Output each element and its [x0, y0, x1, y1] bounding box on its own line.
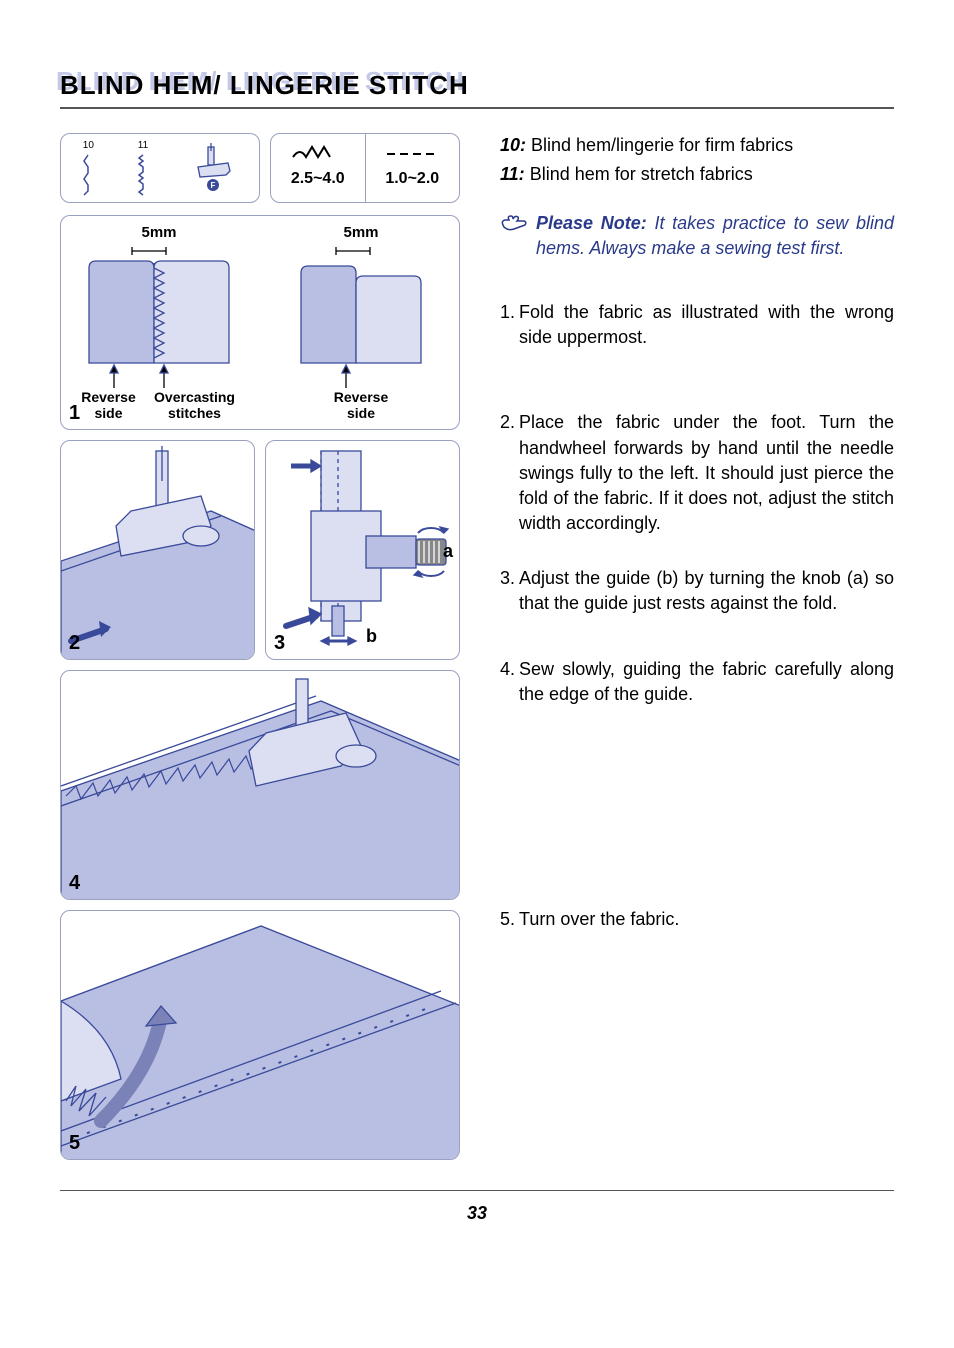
- labels-left: Reverse side Overcasting stitches: [73, 389, 245, 421]
- guide-diagram-3: [266, 441, 460, 660]
- stitch-11-icon: [135, 153, 151, 197]
- content-area: 10 11: [60, 133, 894, 1160]
- labels-right: Reverse side: [275, 389, 447, 421]
- title-text: BLIND HEM/ LINGERIE STITCH: [60, 70, 894, 101]
- length-range-cell: 2.5~4.0: [271, 134, 366, 202]
- sewing-diagram-4: [61, 671, 460, 900]
- svg-text:F: F: [210, 181, 215, 190]
- length-wave-icon: [288, 142, 348, 162]
- overcast-label: Overcasting stitches: [150, 389, 240, 421]
- step-1: 1.Fold the fabric as illustrated with th…: [500, 300, 894, 350]
- stitch-11: 11: [135, 140, 151, 197]
- note-block: Please Note: It takes practice to sew bl…: [500, 211, 894, 260]
- stitch-11-number: 11: [138, 140, 148, 151]
- width-dash-icon: [382, 146, 442, 166]
- width-range-cell: 1.0~2.0: [366, 134, 460, 202]
- figure-number-3: 3: [274, 632, 285, 655]
- reverse-side-label: Reverse side: [79, 389, 139, 421]
- mm-label-left: 5mm: [141, 224, 176, 241]
- page-number: 33: [60, 1190, 894, 1224]
- stitch-10-number: 10: [83, 140, 94, 151]
- stitch-10: 10: [80, 140, 96, 197]
- length-range-value: 2.5~4.0: [291, 170, 345, 188]
- width-range-value: 1.0~2.0: [385, 170, 439, 188]
- mm-label-right: 5mm: [343, 224, 378, 241]
- turn-diagram-5: [61, 911, 460, 1160]
- settings-row: 10 11: [60, 133, 460, 203]
- stitch-10-icon: [80, 153, 96, 197]
- reverse-side-label-2: Reverse side: [326, 389, 396, 421]
- range-panel: 2.5~4.0 1.0~2.0: [270, 133, 460, 203]
- text-column: 10: Blind hem/lingerie for firm fabrics …: [500, 133, 894, 1160]
- diagram-1-left: 5mm: [73, 224, 245, 421]
- diagram-3: a b 3: [265, 440, 460, 660]
- foot-diagram-2: [61, 441, 255, 660]
- label-a: a: [443, 541, 453, 562]
- figure-number-1: 1: [69, 402, 80, 425]
- diagram-1-right: 5mm Reverse side: [275, 224, 447, 421]
- figure-number-5: 5: [69, 1132, 80, 1155]
- figure-number-2: 2: [69, 632, 80, 655]
- step-2: 2.Place the fabric under the foot. Turn …: [500, 410, 894, 536]
- step-3: 3.Adjust the guide (b) by turning the kn…: [500, 566, 894, 616]
- diagram-1: 5mm: [60, 215, 460, 430]
- label-b: b: [366, 626, 377, 647]
- desc-10: 10: Blind hem/lingerie for firm fabrics: [500, 133, 894, 158]
- diagram-5: 5: [60, 910, 460, 1160]
- fold-diagram-left: [74, 243, 244, 389]
- fold-diagram-right: [286, 243, 436, 389]
- desc-11: 11: Blind hem for stretch fabrics: [500, 162, 894, 187]
- hand-icon: [500, 211, 528, 235]
- diagram-2: 2: [60, 440, 255, 660]
- figure-number-4: 4: [69, 872, 80, 895]
- presser-foot-icon: F: [190, 141, 240, 196]
- section-title: BLIND HEM/ LINGERIE STITCH BLIND HEM/ LI…: [60, 70, 894, 109]
- step-5: 5.Turn over the fabric.: [500, 907, 894, 932]
- note-text: Please Note: It takes practice to sew bl…: [536, 211, 894, 260]
- diagram-row-2-3: 2: [60, 440, 460, 660]
- diagram-column: 10 11: [60, 133, 460, 1160]
- step-4: 4.Sew slowly, guiding the fabric careful…: [500, 657, 894, 707]
- stitch-selector-panel: 10 11: [60, 133, 260, 203]
- diagram-4: 4: [60, 670, 460, 900]
